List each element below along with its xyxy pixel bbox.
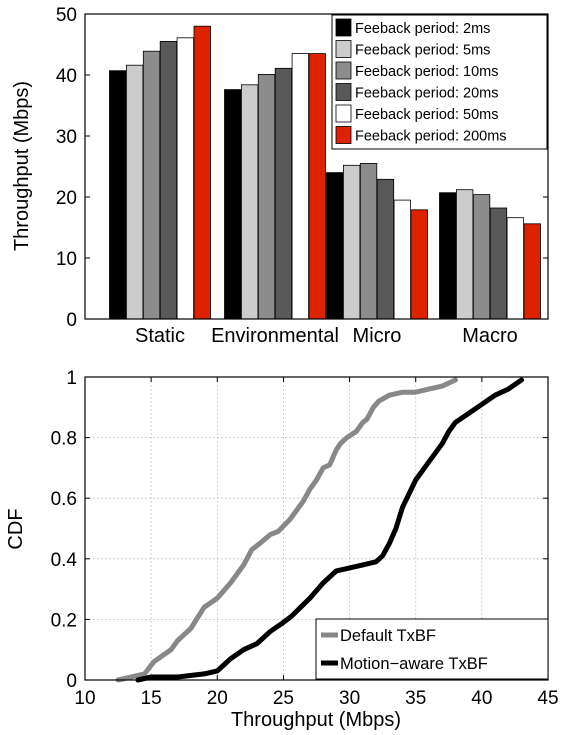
bar-y-tick-label: 50 [56,5,77,26]
cdf-x-tick-label: 40 [471,688,492,709]
bar-legend-swatch [336,105,351,122]
bar-chart-y-axis-label: Throughput (Mbps) [11,81,33,251]
bar-macro-s1 [456,190,473,319]
bar-static-s4 [177,38,194,319]
cdf-chart-legend: Default TxBF Motion−aware TxBF [316,619,548,679]
bar-x-tick-label: Micro [353,325,402,347]
bar-static-s2 [143,51,160,319]
cdf-legend-label: Motion−aware TxBF [340,655,488,673]
bar-macro-s5 [524,224,541,319]
bar-micro-s5 [411,210,428,319]
cdf-chart-x-axis-label: Throughput (Mbps) [231,709,401,731]
bar-micro-s2 [360,163,377,319]
cdf-legend-label: Default TxBF [340,627,436,645]
bar-micro-s3 [377,179,394,319]
bar-environmental-s2 [258,74,275,319]
cdf-y-tick-label: 0.8 [51,429,77,450]
bar-chart-x-ticks: Static Environmental Micro Macro [135,325,518,347]
cdf-x-tick-label: 15 [141,688,162,709]
bar-legend-label: Feeback period: 20ms [355,86,498,102]
bar-x-tick-label: Macro [462,325,518,347]
cdf-x-tick-label: 45 [537,688,558,709]
cdf-chart: 00.20.40.60.81 10 15 20 25 30 35 40 45 CDF Thro… [5,368,559,731]
bar-micro-s1 [343,165,360,319]
bar-macro-s4 [507,218,523,319]
bar-macro-s0 [440,193,457,319]
bar-y-tick-label: 30 [56,127,77,148]
bar-macro-s2 [473,195,490,319]
cdf-y-tick-label: 0.2 [51,610,77,631]
bar-legend-swatch [336,41,351,58]
bar-legend-swatch [336,19,351,36]
bar-legend-swatch [336,62,351,79]
cdf-chart-y-axis-label: CDF [5,508,27,549]
bar-static-s5 [194,26,211,319]
cdf-x-tick-label: 35 [405,688,426,709]
bar-legend-label: Feeback period: 2ms [355,21,490,37]
bar-y-tick-label: 0 [66,310,77,331]
bar-static-s0 [110,71,127,319]
bar-macro-s3 [490,208,507,319]
bar-micro-s4 [394,200,411,319]
bar-legend-label: Feeback period: 200ms [355,129,507,145]
bar-static-s3 [160,41,177,319]
bar-y-tick-label: 20 [56,188,77,209]
cdf-y-tick-label: 0.4 [51,550,78,571]
bar-chart: 0 10 20 30 40 50 Static Environmental Micro Macr… [11,5,548,347]
bar-legend-label: Feeback period: 10ms [355,64,498,80]
cdf-x-tick-label: 20 [207,688,228,709]
cdf-y-tick-label: 1 [66,368,77,389]
bar-legend-swatch [336,84,351,101]
bar-environmental-s1 [241,85,258,319]
bar-legend-label: Feeback period: 5ms [355,43,490,59]
cdf-x-tick-label: 25 [273,688,294,709]
cdf-y-tick-label: 0.6 [51,489,77,510]
bar-environmental-s5 [309,54,326,319]
bar-y-tick-label: 10 [56,249,77,270]
bar-x-tick-label: Static [135,325,185,347]
bar-micro-s0 [327,173,344,319]
bar-environmental-s4 [292,54,309,319]
bar-environmental-s3 [275,68,292,319]
bar-environmental-s0 [225,90,242,319]
cdf-x-tick-label: 30 [339,688,360,709]
bar-chart-legend: Feeback period: 2ms Feeback period: 5ms Fe… [332,15,547,149]
bar-legend-label: Feeback period: 50ms [355,107,498,123]
bar-static-s1 [126,65,142,319]
bar-legend-swatch [336,127,351,144]
bar-x-tick-label: Environmental [211,325,339,347]
bar-y-tick-label: 40 [56,66,77,87]
cdf-x-tick-label: 10 [74,688,95,709]
